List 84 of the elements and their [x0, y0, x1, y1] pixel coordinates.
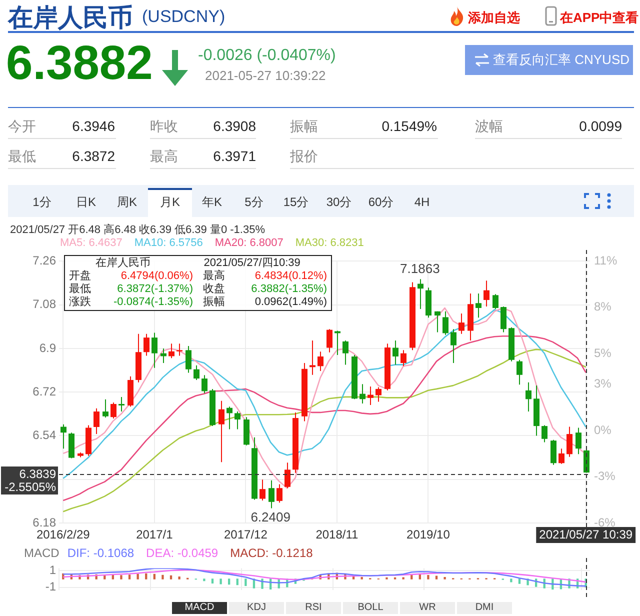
text: 波幅 — [475, 118, 503, 136]
annotation: 开盘 — [69, 270, 91, 283]
text: RSI — [286, 602, 341, 614]
y2-tick-label: 3% — [594, 376, 612, 391]
text: 在岸人民币 — [8, 3, 133, 34]
annotation: 振幅 — [203, 296, 225, 309]
text: 查看反向汇率 CNYUSD — [465, 45, 633, 75]
text: 6.3946 — [72, 118, 115, 134]
x-tick-label: 2016/2/29 — [36, 527, 90, 542]
legend-title: MACD — [24, 546, 60, 560]
text: KDJ — [229, 602, 284, 614]
annotation: 在岸人民币 — [96, 257, 151, 270]
text: 1分 — [32, 194, 52, 211]
text: 0.0099 — [579, 118, 622, 134]
x-tick-label: 2017/12 — [224, 527, 268, 542]
y-tick-label: 6.54 — [32, 428, 56, 442]
text: 今开 — [8, 118, 36, 136]
y-tick-label: 1 — [49, 563, 56, 578]
annotation: 0.0962(1.49%) — [254, 296, 327, 309]
y-tick-label: 7.08 — [32, 297, 56, 312]
text: 6.3872 — [72, 148, 115, 164]
text: 在APP中查看 — [560, 9, 639, 27]
y-tick-label: 6.18 — [32, 515, 56, 530]
y-tick-label: 7.26 — [32, 254, 56, 268]
text: 15分 — [282, 194, 310, 211]
text: 昨收 — [150, 118, 178, 136]
annotation: -0.0874(-1.35%) — [114, 296, 193, 309]
x-tick-label: 2021/05/27 10:39 — [539, 527, 633, 542]
annotation: 6.4834(0.12%) — [254, 270, 327, 283]
text: 报价 — [290, 148, 318, 166]
series-label: MACD: -0.1218 — [230, 546, 313, 560]
text: 30分 — [325, 194, 353, 211]
text: 振幅 — [290, 118, 318, 136]
text: 月K — [148, 188, 192, 217]
y2-tick-label: 11% — [594, 254, 618, 268]
annotation: 收盘 — [203, 283, 225, 296]
annotation: 2021/05/27/四10:39 — [204, 257, 300, 270]
ref-line-label: 6.3839 -2.5505% — [4, 466, 56, 494]
text: 5分 — [244, 194, 264, 211]
text: 周K — [116, 194, 138, 211]
x-tick-label: 2017/1 — [136, 527, 174, 542]
y-tick-label: 6.9 — [39, 340, 56, 355]
series-label: DEA: -0.0459 — [146, 546, 218, 560]
text: MACD — [172, 602, 227, 614]
annotation: 最高 — [203, 270, 225, 283]
chart-subtitle: 2021/05/27 开6.48 高6.48 收6.39 低6.39 量0 -1.35% — [10, 224, 265, 236]
text: 6.3971 — [213, 148, 256, 164]
text: MA30: 6.8231 — [295, 237, 364, 249]
text: MA10: 6.5756 — [134, 237, 203, 249]
annotation: 6.2409 — [250, 509, 290, 524]
text: DMI — [457, 602, 512, 614]
x-tick-label: 2018/11 — [316, 527, 359, 542]
text: 0.1549% — [382, 118, 437, 134]
annotation: 6.4794(0.06%) — [120, 270, 193, 283]
text: -0.0026 (-0.0407%) — [198, 47, 336, 65]
annotation: 最低 — [69, 283, 91, 296]
y-tick-label: -1 — [45, 580, 56, 594]
text: BOLL — [343, 602, 398, 614]
text: 4H — [413, 194, 431, 211]
text: WR — [400, 602, 455, 614]
annotation: 6.3882(-1.35%) — [251, 283, 327, 296]
text: MA20: 6.8007 — [214, 237, 284, 249]
y-tick-label: 6.72 — [32, 384, 56, 398]
y2-tick-label: 8% — [594, 300, 612, 314]
x-tick-label: 2019/10 — [406, 527, 450, 542]
text: MA5: 6.4637 — [60, 237, 122, 249]
text: 2021-05-27 10:39:22 — [205, 68, 326, 83]
y2-tick-label: -3% — [594, 469, 616, 484]
text: (USDCNY) — [142, 7, 226, 27]
text: 最高 — [150, 148, 178, 166]
text: 60分 — [367, 194, 395, 211]
text: 6.3908 — [213, 118, 256, 134]
y2-tick-label: 0% — [594, 422, 612, 437]
text: 最低 — [8, 148, 36, 166]
text: 添加自选 — [468, 9, 520, 27]
annotation: 7.1863 — [400, 261, 440, 276]
y2-tick-label: -6% — [594, 515, 616, 530]
series-label: DIF: -0.1068 — [67, 546, 134, 560]
y2-tick-label: 5% — [594, 346, 612, 360]
annotation: 涨跌 — [69, 296, 91, 309]
text: 日K — [74, 194, 97, 211]
annotation: 6.3872(-1.37%) — [117, 283, 193, 296]
text: 6.3882 — [6, 36, 153, 91]
text: 年K — [200, 194, 223, 211]
